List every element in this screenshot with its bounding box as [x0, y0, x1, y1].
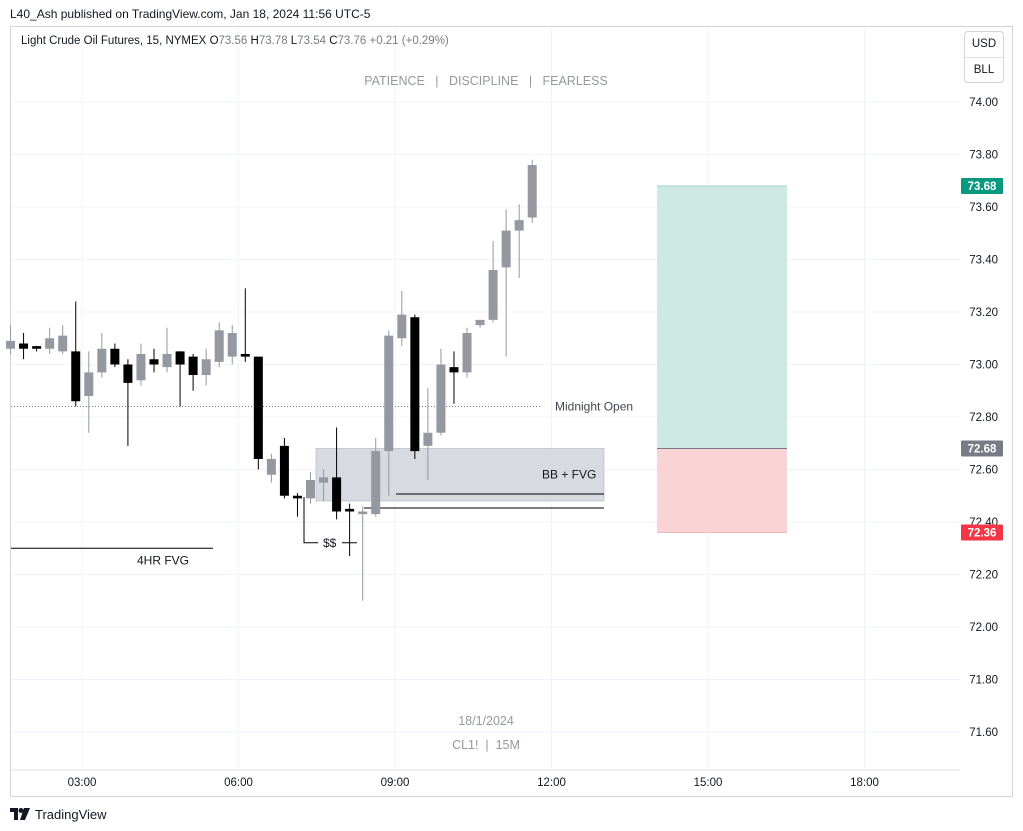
close-value: 73.76: [337, 35, 367, 47]
low-value: 73.54: [297, 35, 326, 47]
candle-body: [462, 333, 472, 373]
y-tick-label: 73.20: [969, 307, 998, 319]
watermark-date: 18/1/2024: [458, 714, 514, 728]
candle-body: [475, 319, 485, 326]
entry-price-tag-bg: [961, 440, 1003, 457]
change-value: +0.21 (+0.29%): [369, 35, 449, 47]
candle-body: [58, 335, 68, 352]
stop-price-tag-bg: [961, 524, 1003, 541]
x-tick-label: 03:00: [68, 777, 97, 789]
entry-price-tag-label: 72.68: [968, 444, 997, 456]
y-tick-label: 74.00: [969, 97, 998, 109]
candle-body: [201, 359, 211, 375]
candle-body: [501, 230, 511, 268]
y-tick-label: 73.00: [969, 360, 998, 372]
candle-body: [149, 359, 159, 365]
candle-body: [253, 356, 263, 459]
open-label: O: [209, 35, 219, 47]
candle-body: [71, 351, 81, 402]
y-tick-label: 72.20: [969, 570, 998, 582]
candle-body: [136, 354, 146, 381]
candle-body: [266, 459, 276, 475]
liquidity-label: $$: [323, 536, 337, 550]
candle-body: [397, 314, 407, 339]
candle-body: [45, 338, 55, 349]
candle-body: [6, 340, 16, 349]
fvg-4hr-label: 4HR FVG: [137, 553, 189, 567]
watermark-symbol: CL1! | 15M: [452, 738, 520, 752]
candle-body: [227, 333, 237, 357]
x-tick-label: 15:00: [694, 777, 723, 789]
currency-label[interactable]: USD: [971, 38, 997, 50]
target-price-tag-label: 73.68: [968, 181, 997, 193]
chart-frame: [10, 26, 1013, 797]
candle-body: [123, 364, 133, 383]
candle-body: [162, 354, 172, 368]
candle-body: [527, 165, 537, 218]
candle-body: [319, 477, 329, 483]
unit-divider: [965, 57, 1003, 58]
candle-body: [97, 348, 107, 373]
close-label: C: [329, 35, 338, 47]
tradingview-logo[interactable]: TradingView: [10, 806, 107, 822]
published-info: L40_Ash published on TradingView.com, Ja…: [10, 7, 371, 21]
candle-body: [332, 477, 342, 512]
stop-zone: [657, 448, 787, 533]
target-zone: [657, 186, 787, 449]
y-tick-label: 72.60: [969, 465, 998, 477]
candle-body: [410, 317, 420, 452]
watermark-motto: PATIENCE | DISCIPLINE | FEARLESS: [364, 74, 608, 88]
y-tick-label: 71.80: [969, 675, 998, 687]
x-tick-label: 06:00: [224, 777, 253, 789]
candle-body: [188, 356, 198, 375]
stop-price-tag-label: 72.36: [968, 528, 997, 540]
tradingview-icon: [10, 808, 30, 820]
candle-body: [423, 432, 433, 446]
candle-body: [84, 372, 94, 396]
x-tick-label: 12:00: [537, 777, 566, 789]
x-tick-label: 18:00: [850, 777, 879, 789]
candle-body: [488, 270, 498, 320]
candle-body: [449, 367, 459, 373]
x-tick-label: 09:00: [381, 777, 410, 789]
candle-body: [514, 220, 524, 231]
unit-label[interactable]: BLL: [973, 64, 995, 76]
brand-name: TradingView: [35, 806, 107, 822]
midnight-open-label: Midnight Open: [555, 400, 633, 414]
candle-body: [292, 495, 302, 499]
currency-unit-selector[interactable]: USD BLL: [964, 31, 1004, 83]
y-tick-label: 73.40: [969, 255, 998, 267]
candle-body: [306, 480, 316, 499]
candle-body: [358, 511, 368, 515]
candle-body: [371, 451, 381, 515]
low-label: L: [290, 35, 298, 47]
candle-body: [32, 346, 42, 349]
high-label: H: [250, 35, 259, 47]
candle-body: [436, 364, 446, 433]
bb-fvg-label: BB + FVG: [542, 468, 596, 482]
candle-body: [19, 343, 29, 349]
bb-fvg-zone: [315, 448, 605, 502]
symbol-legend: Light Crude Oil Futures, 15, NYMEX O73.5…: [18, 35, 452, 47]
candle-body: [384, 335, 394, 452]
high-value: 73.78: [258, 35, 288, 47]
candle-body: [175, 351, 185, 365]
liquidity-marker: [303, 497, 318, 544]
target-price-tag-bg: [961, 178, 1003, 194]
open-value: 73.56: [218, 35, 248, 47]
candle-body: [110, 348, 120, 365]
y-tick-label: 71.60: [969, 727, 998, 739]
y-tick-label: 73.60: [969, 202, 998, 214]
symbol-title[interactable]: Light Crude Oil Futures, 15, NYMEX: [21, 35, 207, 47]
candle-body: [279, 445, 289, 496]
candle-body: [345, 508, 355, 512]
y-tick-label: 72.80: [969, 412, 998, 424]
y-tick-label: 72.00: [969, 622, 998, 634]
y-tick-label: 73.80: [969, 150, 998, 162]
candle-body: [240, 354, 250, 357]
candle-body: [214, 330, 224, 362]
